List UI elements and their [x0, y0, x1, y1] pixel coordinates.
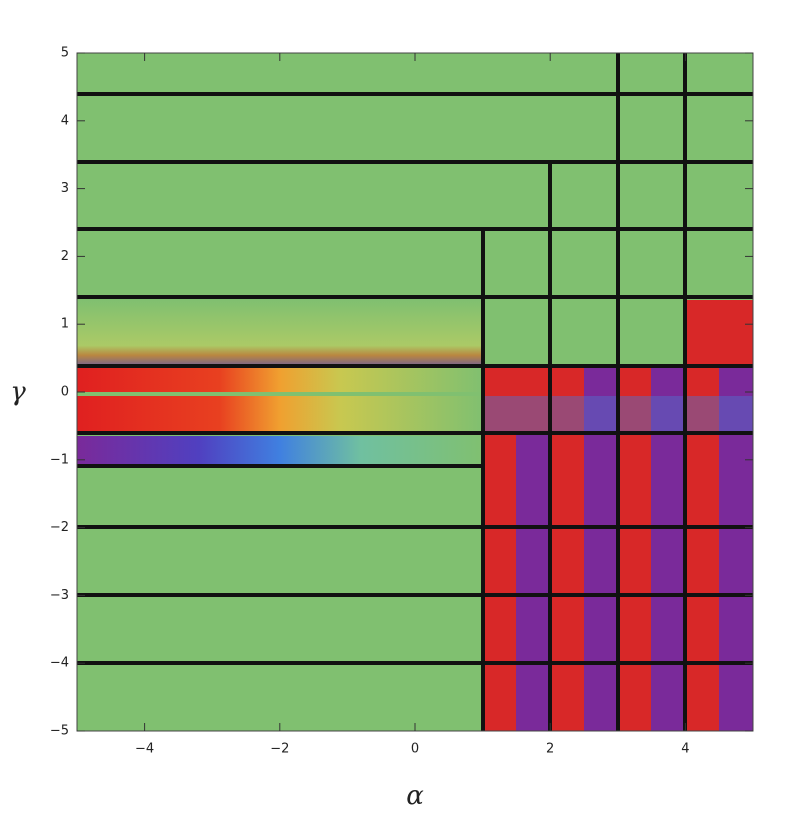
y-tick-label: 3	[61, 181, 69, 196]
y-tick-label: −3	[50, 588, 69, 603]
x-axis-label: α	[406, 781, 424, 811]
y-tick-label: 0	[61, 385, 69, 400]
x-tick-label: 0	[411, 742, 419, 757]
singular-lines	[77, 53, 753, 731]
x-tick-label: 2	[546, 742, 554, 757]
x-tick-label: −2	[270, 742, 289, 757]
y-tick-label: −1	[50, 452, 69, 467]
y-tick-label: 5	[61, 46, 69, 61]
x-tick-label: −4	[135, 742, 154, 757]
x-tick-label: 4	[681, 742, 689, 757]
contour-field	[77, 53, 753, 731]
y-tick-label: −4	[50, 656, 69, 671]
y-tick-label: 4	[61, 113, 69, 128]
y-tick-label: 2	[61, 249, 69, 264]
y-tick-label: 1	[61, 317, 69, 332]
y-axis-label: γ	[10, 377, 26, 407]
y-tick-label: −2	[50, 520, 69, 535]
y-tick-label: −5	[50, 724, 69, 739]
